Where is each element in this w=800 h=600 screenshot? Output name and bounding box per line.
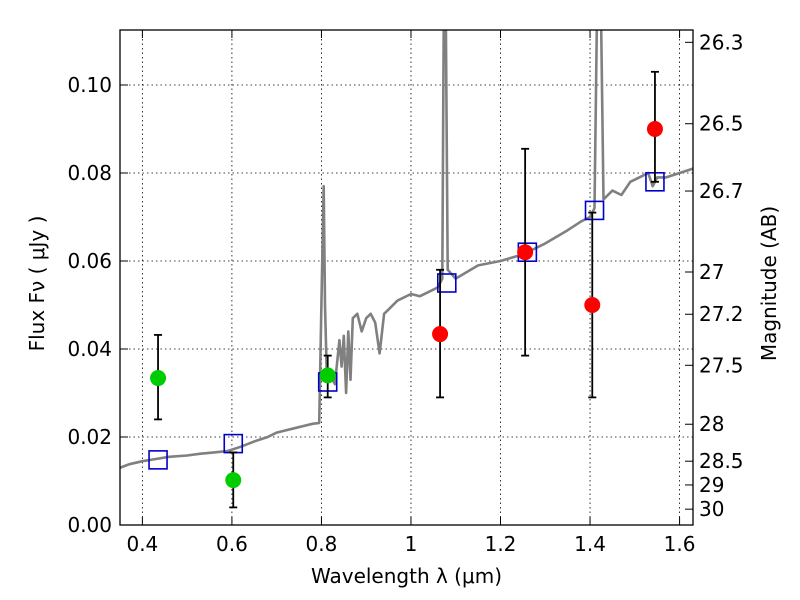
y-tick-label: 0.06: [67, 249, 112, 273]
model-photometry-marker: [148, 450, 168, 470]
y2-tick-label: 27.5: [699, 353, 744, 377]
y-tick-label: 0.08: [67, 161, 112, 185]
y2-axis-label: Magnitude (AB): [757, 206, 781, 361]
detection-point: [517, 244, 534, 261]
x-tick-label: 0.8: [306, 532, 338, 556]
detection-point: [584, 297, 601, 313]
y-tick-label: 0.04: [67, 337, 112, 361]
plot-frame: [119, 29, 694, 526]
y2-tick-label: 26.7: [699, 179, 744, 203]
y2-tick-label: 30: [699, 497, 724, 521]
detection-point: [646, 121, 663, 137]
y2-tick-label: 28: [699, 412, 724, 436]
x-axis-label: Wavelength λ (μm): [311, 564, 502, 588]
x-tick-label: 1.6: [664, 532, 696, 556]
x-tick-label: 0.4: [126, 532, 158, 556]
y2-tick-label: 28.5: [699, 449, 744, 473]
y-tick-label: 0.10: [67, 73, 112, 97]
x-tick-label: 1.2: [485, 532, 517, 556]
detection-point: [150, 370, 167, 387]
y-tick-label: 0.00: [67, 513, 112, 537]
y2-tick-label: 27.2: [699, 302, 744, 326]
detection-point: [319, 367, 336, 384]
grid: [120, 30, 693, 526]
y2-tick-label: 29: [699, 473, 724, 497]
detection-point: [432, 326, 449, 343]
y2-tick-label: 26.5: [699, 112, 744, 136]
y-axis-label: Flux Fν ( μJy ): [25, 216, 49, 352]
model-photometry-marker: [584, 200, 605, 221]
axes: 0.4 0.6 0.8 1 1.2 1.4 1.6 0.00 0.02 0.04 0.06 0.08 0…: [67, 30, 744, 556]
y2-tick-label: 27: [699, 260, 724, 284]
plot-area: [120, 30, 693, 509]
y2-tick-label: 26.3: [699, 30, 744, 54]
model-spectrum-line: [120, 30, 693, 470]
y-tick-label: 0.02: [67, 425, 112, 449]
detection-point: [225, 472, 242, 489]
x-tick-label: 1.4: [574, 532, 606, 556]
x-tick-label: 1: [405, 532, 418, 556]
model-photometry-marker: [436, 273, 457, 293]
x-tick-label: 0.6: [216, 532, 248, 556]
